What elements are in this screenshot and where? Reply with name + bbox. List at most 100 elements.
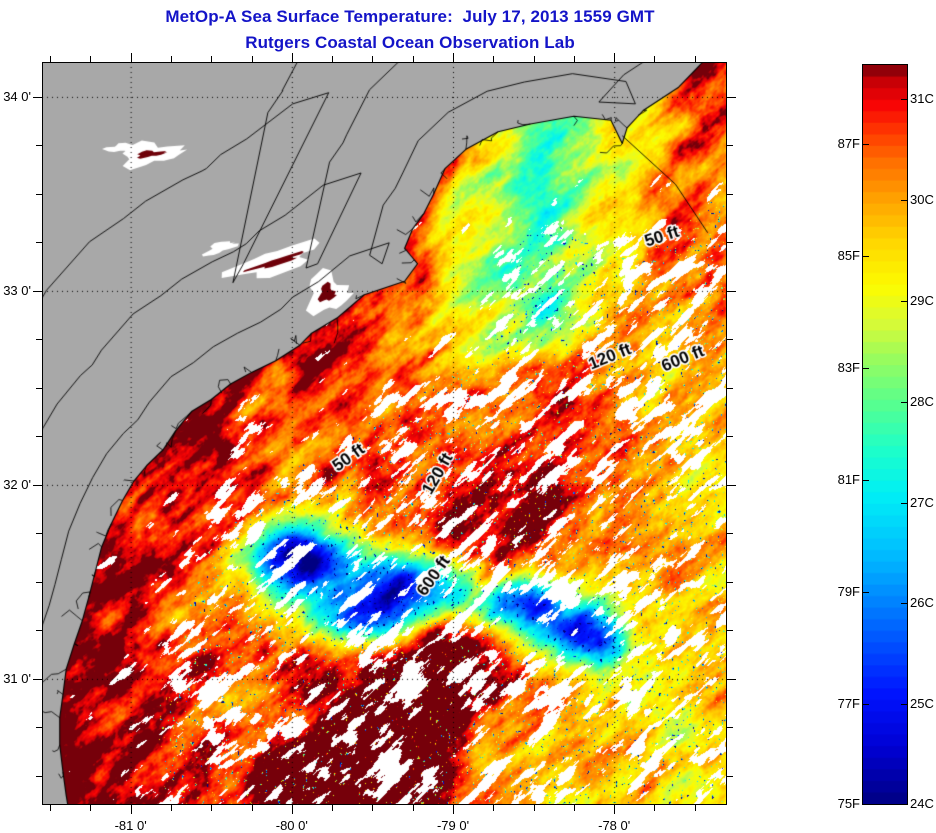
axis-tick	[36, 533, 42, 535]
colorbar-label-fahrenheit: 77F	[837, 696, 860, 712]
axis-tick	[211, 805, 213, 811]
axis-tick	[614, 805, 616, 814]
axis-tick	[573, 805, 575, 811]
colorbar-label-celsius: 29C	[910, 292, 934, 308]
axis-tick	[727, 775, 733, 777]
axis-tick	[654, 56, 656, 62]
axis-tick	[573, 56, 575, 62]
axis-tick	[727, 387, 733, 389]
axis-tick	[694, 805, 696, 811]
axis-tick	[727, 145, 733, 147]
axis-tick	[412, 56, 414, 62]
axis-tick	[251, 56, 253, 62]
axis-tick	[493, 805, 495, 811]
axis-tick	[50, 805, 52, 811]
colorbar-tick	[901, 704, 908, 706]
colorbar-tick	[862, 368, 869, 370]
colorbar-label-fahrenheit: 85F	[837, 248, 860, 264]
axis-tick	[372, 805, 374, 811]
colorbar-label-celsius: 27C	[910, 494, 934, 510]
axis-label: -81 0'	[114, 818, 147, 833]
map-plot-area[interactable]	[42, 62, 727, 805]
axis-tick	[727, 727, 733, 729]
colorbar-tick	[901, 99, 908, 101]
axis-tick	[533, 56, 535, 62]
colorbar-label-celsius: 26C	[910, 595, 934, 611]
axis-tick	[291, 805, 293, 814]
colorbar-label-celsius: 24C	[910, 796, 934, 811]
axis-label: 33 0'	[3, 282, 31, 298]
colorbar-tick	[862, 144, 869, 146]
colorbar-gradient	[862, 64, 908, 805]
page-subtitle: Rutgers Coastal Ocean Observation Lab	[245, 33, 575, 52]
axis-tick	[493, 56, 495, 62]
colorbar-label-celsius: 25C	[910, 696, 934, 712]
axis-tick	[36, 242, 42, 244]
axis-tick	[654, 805, 656, 811]
page-title: MetOp-A Sea Surface Temperature: July 17…	[165, 7, 655, 26]
axis-tick	[453, 53, 454, 62]
axis-tick	[90, 805, 92, 811]
axis-tick	[170, 56, 172, 62]
colorbar-tick	[901, 603, 908, 605]
colorbar-tick	[862, 480, 869, 482]
axis-tick	[211, 56, 213, 62]
axis-label: 34 0'	[3, 88, 31, 104]
colorbar-tick	[862, 592, 869, 594]
colorbar[interactable]	[862, 64, 908, 805]
axis-tick	[36, 727, 42, 729]
axis-tick	[36, 193, 42, 195]
colorbar-label-fahrenheit: 75F	[837, 796, 860, 811]
axis-tick	[727, 96, 736, 98]
axis-tick	[727, 484, 736, 486]
axis-tick	[36, 436, 42, 438]
axis-tick	[36, 387, 42, 389]
colorbar-tick	[901, 401, 908, 403]
axis-tick	[33, 678, 42, 680]
colorbar-label-fahrenheit: 87F	[837, 136, 860, 152]
axis-tick	[727, 193, 733, 195]
colorbar-tick	[862, 256, 869, 258]
axis-tick	[251, 805, 253, 811]
axis-tick	[727, 290, 736, 292]
colorbar-tick	[901, 200, 908, 202]
title-block: MetOp-A Sea Surface Temperature: July 17…	[0, 4, 820, 56]
axis-label: 31 0'	[3, 670, 31, 686]
axis-tick	[36, 145, 42, 147]
axis-tick	[694, 56, 696, 62]
axis-label: 32 0'	[3, 476, 31, 492]
colorbar-label-fahrenheit: 81F	[837, 472, 860, 488]
colorbar-label-celsius: 28C	[910, 393, 934, 409]
axis-tick	[727, 533, 733, 535]
axis-label: -80 0'	[275, 818, 308, 833]
axis-label: -78 0'	[598, 818, 631, 833]
axis-tick	[130, 805, 132, 814]
axis-tick	[33, 96, 42, 98]
sst-heatmap-canvas[interactable]	[42, 62, 727, 805]
colorbar-tick	[901, 300, 908, 302]
axis-tick	[372, 56, 374, 62]
axis-tick	[33, 484, 42, 486]
axis-tick	[36, 339, 42, 341]
axis-tick	[412, 805, 414, 811]
axis-tick	[332, 56, 334, 62]
axis-tick	[50, 56, 52, 62]
axis-tick	[727, 678, 736, 680]
colorbar-label-celsius: 31C	[910, 91, 934, 107]
axis-tick	[727, 581, 733, 583]
axis-tick	[332, 805, 334, 811]
axis-tick	[727, 242, 733, 244]
axis-tick	[453, 805, 454, 814]
colorbar-label-fahrenheit: 83F	[837, 360, 860, 376]
axis-tick	[614, 53, 616, 62]
colorbar-tick	[862, 704, 869, 706]
axis-tick	[130, 53, 132, 62]
axis-tick	[36, 581, 42, 583]
axis-tick	[291, 53, 293, 62]
colorbar-label-fahrenheit: 79F	[837, 584, 860, 600]
colorbar-label-celsius: 30C	[910, 192, 934, 208]
axis-tick	[36, 630, 42, 632]
colorbar-tick	[901, 502, 908, 504]
axis-tick	[90, 56, 92, 62]
